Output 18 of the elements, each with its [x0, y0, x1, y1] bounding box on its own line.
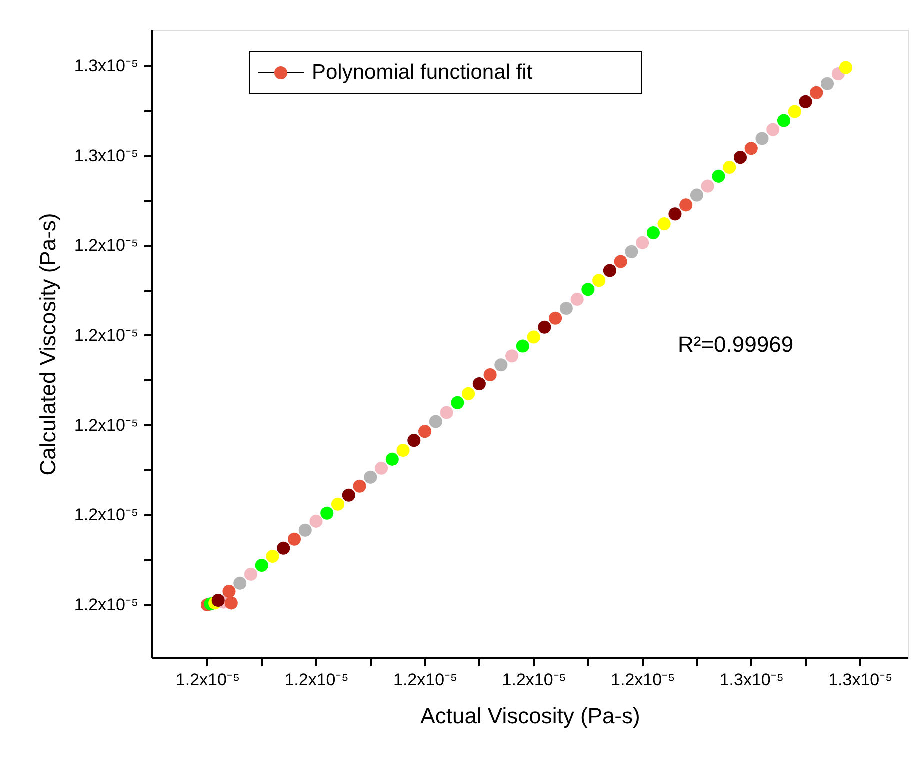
x-tick-label: 1.2x10⁻⁵	[502, 670, 566, 690]
y-tick-label: 1.2x10⁻⁵	[74, 595, 138, 614]
x-axis-title: Actual Viscosity (Pa-s)	[420, 704, 640, 728]
x-tick-label: 1.2x10⁻⁵	[393, 670, 458, 690]
y-tick-label: 1.2x10⁻⁵	[74, 416, 138, 435]
y-tick-label: 1.2x10⁻⁵	[74, 506, 138, 525]
y-tick-label: 1.3x10⁻⁵	[74, 56, 138, 76]
x-tick-label: 1.2x10⁻⁵	[284, 670, 349, 690]
x-tick-label: 1.2x10⁻⁵	[176, 670, 240, 690]
y-tick-label: 1.3x10⁻⁵	[74, 146, 138, 166]
legend-label: Polynomial functional fit	[312, 61, 533, 84]
y-axis-title: Calculated Viscosity (Pa-s)	[35, 213, 60, 476]
x-tick-label: 1.3x10⁻⁵	[828, 670, 893, 690]
y-tick-label: 1.2x10⁻⁵	[74, 236, 138, 256]
x-tick-label: 1.3x10⁻⁵	[720, 670, 784, 690]
x-tick-label: 1.2x10⁻⁵	[611, 670, 676, 690]
annotation: R²=0.99969	[678, 332, 794, 357]
y-tick-label: 1.2x10⁻⁵	[74, 326, 138, 345]
